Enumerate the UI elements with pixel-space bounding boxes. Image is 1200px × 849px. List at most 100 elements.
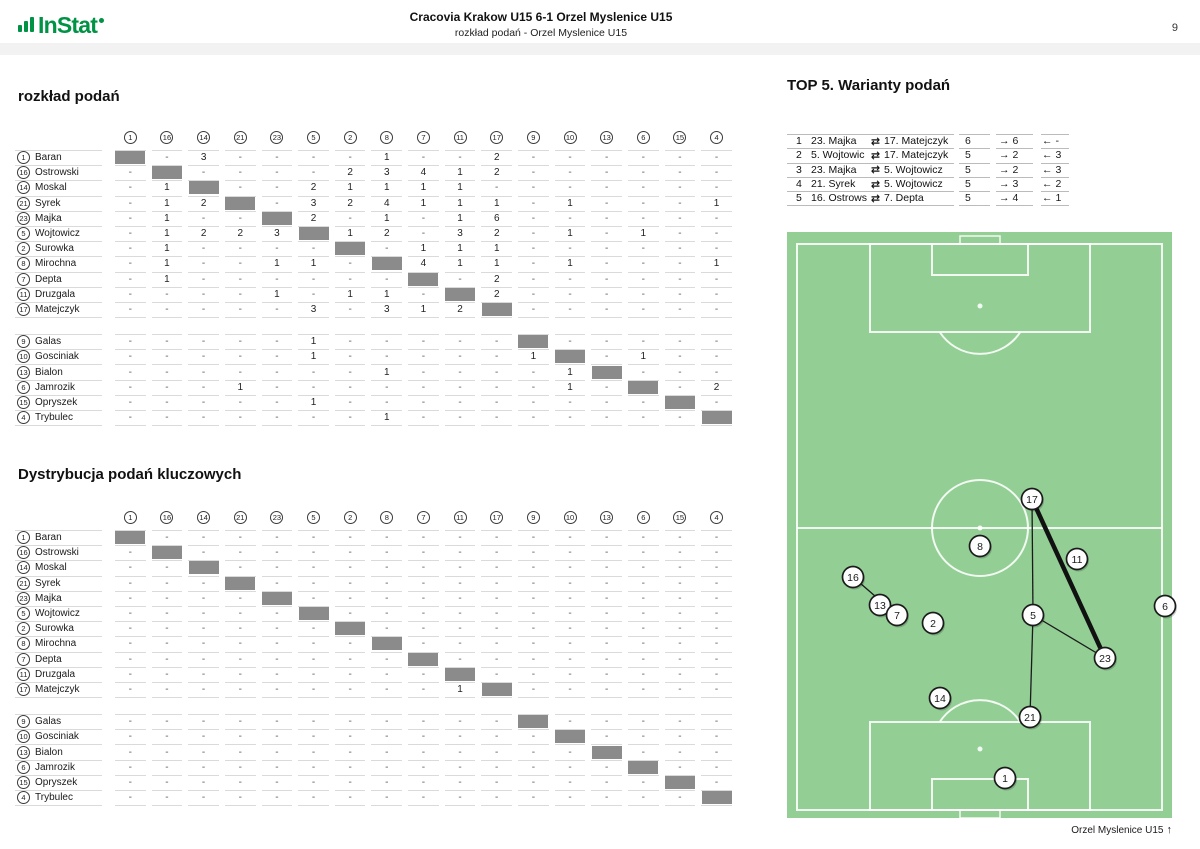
matrix-cell: 1	[478, 195, 515, 211]
matrix-column-header: 15	[662, 124, 699, 150]
cell-value: -	[568, 562, 572, 574]
cell-value: -	[201, 653, 206, 665]
matrix-cell: -	[149, 286, 186, 302]
row-player-label: 11 Druzgala	[14, 286, 112, 302]
cell-value: -	[604, 273, 609, 285]
backward-passes: ← 3	[1041, 162, 1069, 177]
matrix-cell: -	[112, 225, 149, 241]
cell-value: -	[385, 731, 389, 743]
cell-value: 1	[420, 182, 427, 194]
matrix-cell: -	[698, 636, 735, 651]
cell-value: 2	[493, 288, 500, 300]
cell-value: -	[604, 532, 609, 544]
cell-value: -	[531, 396, 536, 408]
matrix-cell: -	[698, 590, 735, 606]
matrix-cell: -	[405, 530, 442, 545]
team-name-label: Orzel Myslenice U15	[1071, 825, 1164, 836]
matrix-cell: -	[368, 271, 405, 287]
cell-value: -	[604, 167, 609, 179]
matrix-cell: -	[112, 349, 149, 364]
matrix-cell: -	[332, 530, 369, 545]
matrix-cell: 1	[368, 286, 405, 302]
matrix-cell	[625, 379, 662, 395]
cell-value: -	[604, 547, 609, 559]
cell-value: -	[311, 716, 316, 728]
cell-value: -	[568, 716, 572, 728]
matrix-cell: -	[698, 545, 735, 560]
cell-value: 2	[200, 228, 207, 240]
self-cell-box	[225, 196, 256, 210]
matrix-cell: 2	[478, 225, 515, 241]
self-cell-box	[371, 257, 402, 271]
matrix-cell: -	[259, 790, 296, 807]
cell-value: -	[458, 351, 462, 363]
matrix-cell: -	[588, 334, 625, 349]
matrix-cell: -	[442, 349, 479, 364]
cell-value: -	[238, 562, 242, 574]
matrix-cell: -	[185, 210, 222, 226]
matrix-cell: -	[405, 666, 442, 682]
matrix-cell: -	[112, 774, 149, 790]
matrix-cell: -	[112, 271, 149, 287]
cell-value: -	[604, 638, 609, 650]
cell-value: -	[201, 273, 206, 285]
matrix-cell	[295, 605, 332, 621]
player-number-badge: 10	[17, 730, 30, 744]
matrix-cell: -	[332, 271, 369, 287]
matrix-cell: -	[588, 636, 625, 651]
matrix-cell: -	[552, 575, 589, 591]
matrix-cell: 1	[442, 256, 479, 271]
cell-value: -	[531, 668, 536, 680]
cell-value: -	[531, 577, 536, 589]
player-number-badge: 13	[17, 745, 30, 759]
matrix-cell: -	[698, 575, 735, 591]
matrix-cell: -	[625, 241, 662, 256]
matrix-row: 23 Majka - 1 - - 2 - 1 - 1 6 - - - - - -	[14, 210, 736, 226]
matrix-cell: -	[442, 774, 479, 790]
player-name: Galas	[35, 336, 62, 348]
cell-value: -	[678, 273, 682, 285]
matrix-cell	[698, 790, 735, 807]
matrix-cell: -	[478, 651, 515, 667]
cell-value: -	[275, 716, 279, 728]
cell-value: -	[678, 167, 682, 179]
cell-value: -	[678, 761, 682, 773]
cell-value: -	[348, 608, 352, 620]
matrix-cell: 1	[149, 225, 186, 241]
row-player-label: 6 Jamrozik	[14, 759, 112, 775]
player-number-badge: 17	[17, 302, 30, 316]
matrix-cell: -	[625, 590, 662, 606]
matrix-cell: -	[222, 666, 259, 682]
matrix-cell	[625, 759, 662, 775]
cell-value: 1	[310, 258, 317, 270]
logo-wordmark: InStat	[38, 12, 98, 38]
matrix-cell: -	[222, 364, 259, 379]
cell-value: -	[495, 792, 499, 804]
player-name: Opryszek	[35, 776, 78, 788]
cell-value: -	[385, 396, 389, 408]
matrix-cell: -	[662, 714, 699, 729]
matrix-cell: -	[588, 759, 625, 775]
matrix-cell: -	[185, 271, 222, 287]
matrix-cell: -	[625, 621, 662, 636]
arrow-left-icon: ←	[1042, 149, 1053, 162]
cell-value: -	[604, 562, 609, 574]
header-divider	[0, 43, 1200, 55]
row-player-label: 7 Depta	[14, 271, 112, 287]
cell-value: -	[604, 412, 609, 424]
matrix-cell: 1	[149, 210, 186, 226]
cell-value: 1	[457, 182, 463, 194]
cell-value: -	[458, 562, 462, 574]
player-name: Ostrowski	[35, 167, 79, 179]
matrix-cell: -	[222, 759, 259, 775]
matrix-cell: -	[698, 394, 735, 410]
cell-value: 1	[567, 228, 573, 240]
matrix-cell: -	[259, 651, 296, 667]
cell-value: 1	[347, 182, 353, 194]
player-name: Syrek	[35, 197, 61, 209]
cell-value: -	[641, 792, 645, 804]
cell-value: -	[641, 212, 645, 224]
matrix-cell: -	[259, 636, 296, 651]
cell-value: -	[165, 668, 169, 680]
cell-value: -	[531, 562, 536, 574]
